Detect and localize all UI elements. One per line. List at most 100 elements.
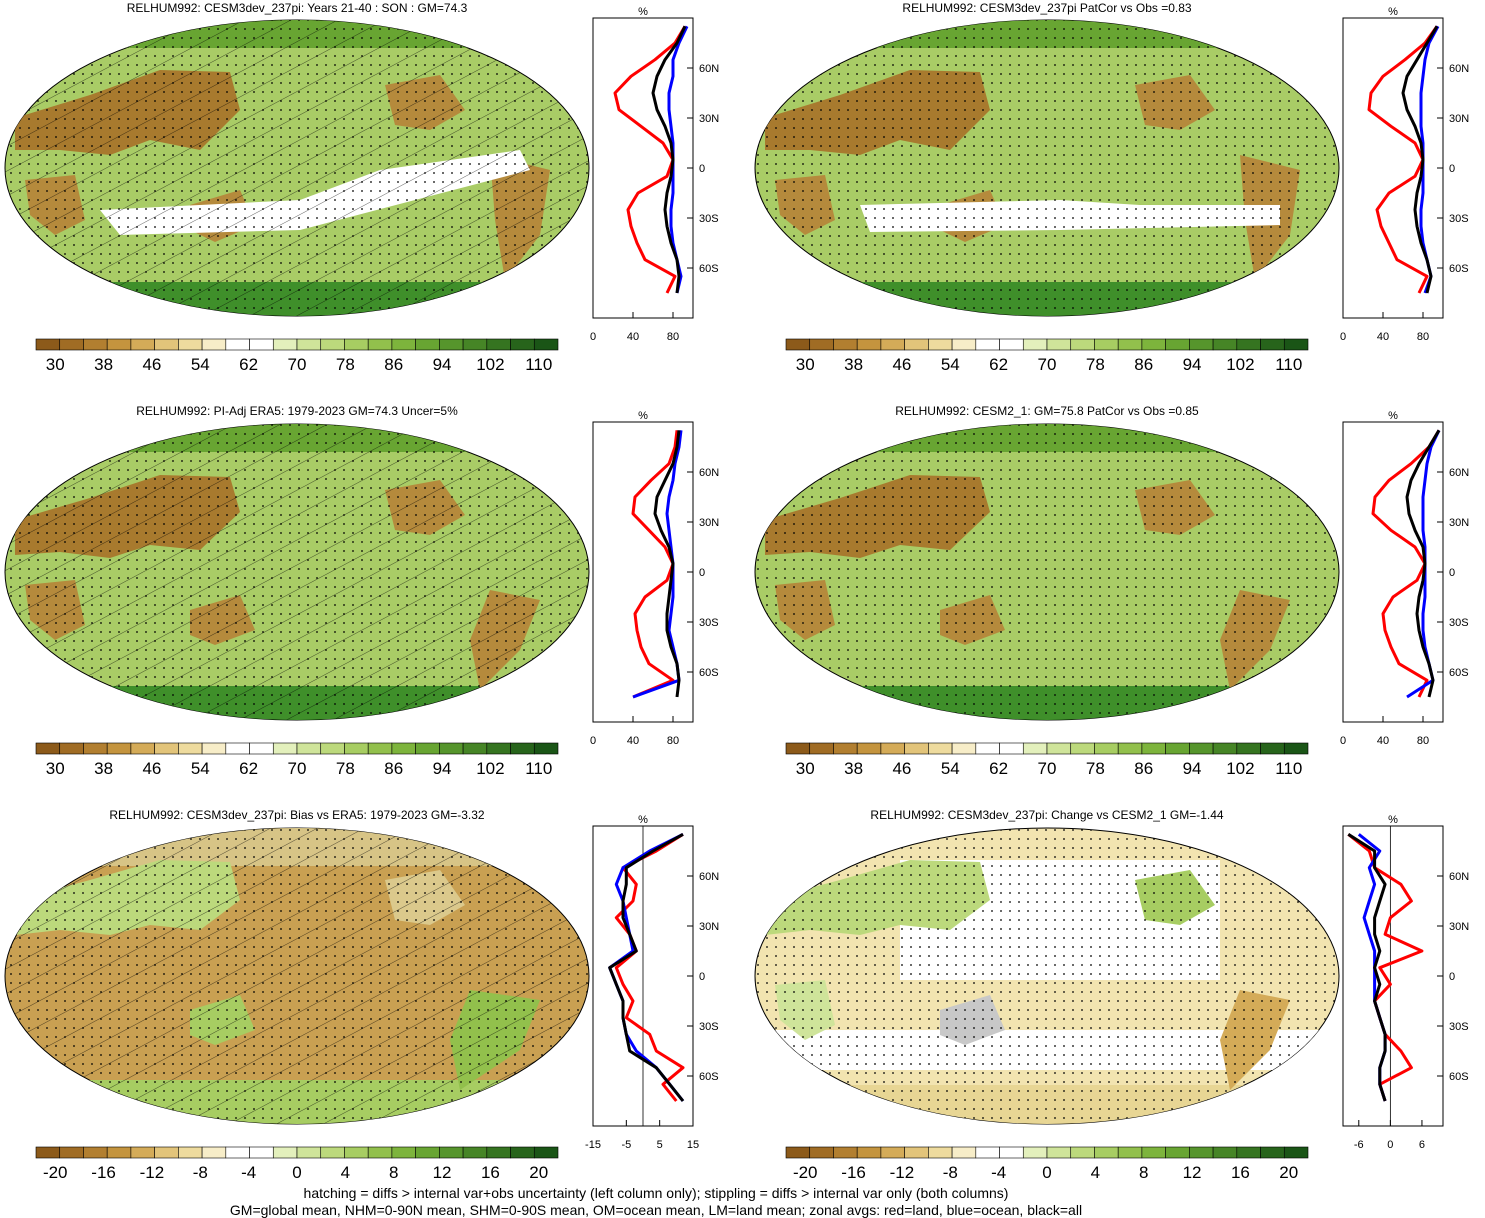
colorbar-swatch	[391, 742, 416, 755]
lat-tick-label: 0	[699, 971, 705, 983]
colorbar: 30 38 46 54 62 70 78 86 94 102 110	[785, 338, 1309, 374]
x-tick-label: 40	[627, 331, 639, 343]
colorbar-swatch	[344, 742, 369, 755]
colorbar-swatch	[951, 742, 977, 755]
colorbar-tick-label: 78	[1086, 759, 1105, 778]
lat-tick-label: 30N	[1449, 517, 1469, 529]
colorbar-swatch	[106, 338, 132, 351]
colorbar-tick-label: 86	[1134, 759, 1153, 778]
colorbar-swatch	[415, 1146, 440, 1159]
lat-tick-label: 30S	[1449, 1021, 1469, 1033]
colorbar-swatch	[249, 338, 274, 351]
colorbar-tick-label: 70	[288, 355, 307, 374]
colorbar-tick-label: -20	[43, 1163, 68, 1182]
colorbar-swatch	[1094, 338, 1119, 351]
footnote-line-2: GM=global mean, NHM=0-90N mean, SHM=0-90…	[230, 1202, 1082, 1218]
colorbar-swatch	[59, 338, 84, 351]
footnote-line-1: hatching = diffs > internal var+obs unce…	[304, 1185, 1009, 1201]
colorbar-tick-label: 30	[46, 355, 65, 374]
colorbar-swatch	[296, 338, 322, 351]
colorbar-tick-label: -20	[793, 1163, 818, 1182]
colorbar-tick-label: -12	[890, 1163, 915, 1182]
colorbar-tick-label: 8	[1139, 1163, 1148, 1182]
colorbar: -20 -16 -12 -8 -4 0 4 8 12 16 20	[35, 1146, 559, 1182]
colorbar-swatch	[1094, 742, 1119, 755]
lat-tick-label: 60S	[699, 1071, 719, 1083]
colorbar-swatch	[130, 338, 155, 351]
colorbar-tick-label: 12	[1183, 1163, 1202, 1182]
colorbar-swatch	[1212, 742, 1238, 755]
colorbar-tick-label: -12	[140, 1163, 165, 1182]
lat-tick-label: 60N	[699, 63, 719, 75]
colorbar-tick-label: 110	[525, 355, 552, 374]
lat-tick-label: 0	[1449, 163, 1455, 175]
zonal-line-all	[608, 832, 685, 1102]
colorbar-tick-label: 78	[336, 759, 355, 778]
lat-tick-label: 60S	[699, 667, 719, 679]
colorbar-tick-label: 54	[191, 759, 210, 778]
x-tick-label: 80	[667, 331, 679, 343]
colorbar-tick-label: 4	[341, 1163, 350, 1182]
colorbar-swatch	[272, 742, 298, 755]
colorbar-swatch	[1260, 338, 1285, 351]
zonal-frame	[1342, 825, 1444, 1127]
colorbar-swatch	[35, 338, 61, 351]
colorbar-tick-label: 62	[989, 355, 1008, 374]
colorbar-swatch	[1117, 742, 1143, 755]
colorbar-swatch	[344, 1146, 369, 1159]
colorbar-swatch	[486, 1146, 511, 1159]
colorbar-swatch	[1046, 338, 1072, 351]
lat-tick-label: 30N	[699, 113, 719, 125]
colorbar-tick-label: 110	[525, 759, 552, 778]
x-tick-label: 40	[627, 735, 639, 747]
colorbar-swatch	[1046, 1146, 1072, 1159]
hatch-overlay	[5, 828, 589, 1124]
stipple-overlay	[755, 20, 1339, 316]
colorbar-swatch	[510, 338, 535, 351]
colorbar-swatch	[225, 338, 250, 351]
colorbar-swatch	[951, 1146, 977, 1159]
colorbar-swatch	[904, 338, 929, 351]
colorbar-swatch	[1236, 1146, 1261, 1159]
colorbar-tick-label: 38	[94, 759, 113, 778]
lat-tick-label: 0	[1449, 971, 1455, 983]
colorbar-swatch	[880, 1146, 905, 1159]
colorbar-swatch	[975, 742, 1000, 755]
colorbar-swatch	[462, 1146, 488, 1159]
colorbar-swatch	[344, 338, 369, 351]
colorbar-tick-label: 70	[1038, 355, 1057, 374]
colorbar-tick-label: 38	[94, 355, 113, 374]
lat-tick-label: 30S	[699, 1021, 719, 1033]
zonal-panel: % 60N 30N 0 30S 60S 0 40 80	[1340, 6, 1469, 343]
colorbar-swatch	[178, 338, 203, 351]
hatch-overlay	[5, 424, 589, 720]
colorbar-tick-label: 20	[1279, 1163, 1298, 1182]
colorbar-swatch	[1141, 742, 1166, 755]
colorbar-swatch	[59, 1146, 84, 1159]
map	[4, 19, 590, 317]
colorbar-swatch	[154, 742, 179, 755]
colorbar-swatch	[1236, 338, 1261, 351]
colorbar-swatch	[809, 742, 834, 755]
colorbar-swatch	[249, 1146, 274, 1159]
colorbar-swatch	[856, 1146, 882, 1159]
zonal-panel: % 60N 30N 0 30S 60S 0 40 80	[590, 410, 719, 747]
colorbar-tick-label: 46	[142, 355, 161, 374]
lat-tick-label: 30S	[699, 617, 719, 629]
colorbar-swatch	[130, 1146, 155, 1159]
colorbar-swatch	[462, 338, 488, 351]
colorbar-swatch	[154, 338, 179, 351]
colorbar-swatch	[856, 742, 882, 755]
zonal-frame	[1342, 17, 1444, 319]
map	[4, 827, 590, 1125]
colorbar-swatch	[975, 1146, 1000, 1159]
colorbar-swatch	[1165, 338, 1190, 351]
lat-tick-label: 60N	[699, 467, 719, 479]
colorbar-tick-label: 0	[292, 1163, 301, 1182]
panel-title: RELHUM992: CESM3dev_237pi: Years 21-40 :…	[127, 1, 468, 15]
colorbar-tick-label: 54	[941, 355, 960, 374]
panel-title: RELHUM992: CESM2_1: GM=75.8 PatCor vs Ob…	[895, 404, 1199, 418]
map	[4, 423, 590, 721]
colorbar-swatch	[130, 742, 155, 755]
